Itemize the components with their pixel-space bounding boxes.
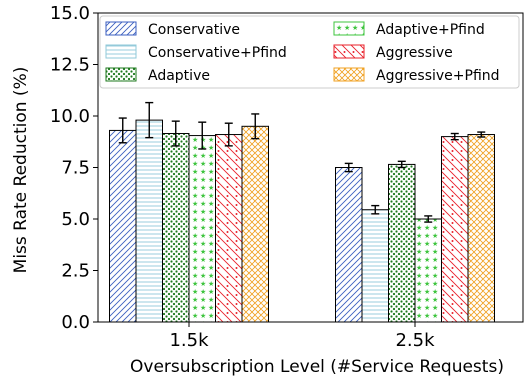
bar xyxy=(189,135,216,322)
legend-label: Aggressive xyxy=(376,45,453,61)
legend-box xyxy=(99,15,520,89)
bar xyxy=(362,209,389,322)
bar xyxy=(162,133,189,322)
legend-swatch xyxy=(333,44,365,59)
legend-label: Adaptive xyxy=(148,68,210,84)
legend-swatch xyxy=(105,44,137,59)
x-tick-label: 2.5k xyxy=(395,330,435,351)
legend: Conservative Conservative+Pfind Adaptive Ad… xyxy=(99,15,520,89)
y-tick-label: 0.0 xyxy=(61,312,90,333)
legend-swatch xyxy=(105,67,137,82)
y-tick-label: 12.5 xyxy=(50,55,90,76)
legend-label: Conservative+Pfind xyxy=(148,45,287,61)
legend-label: Conservative xyxy=(148,22,240,38)
bar xyxy=(242,126,269,322)
y-axis-label: Miss Rate Reduction (%) xyxy=(11,67,31,274)
legend-swatch xyxy=(105,21,137,36)
y-tick-label: 7.5 xyxy=(61,158,90,179)
bar xyxy=(335,167,362,322)
legend-label: Aggressive+Pfind xyxy=(376,68,500,84)
x-tick-label: 1.5k xyxy=(169,330,209,351)
bar xyxy=(136,120,163,323)
plot-frame xyxy=(97,12,524,323)
bar xyxy=(415,219,442,322)
bar xyxy=(215,134,242,322)
legend-label: Adaptive+Pfind xyxy=(376,22,485,38)
y-tick-label: 10.0 xyxy=(50,106,90,127)
y-tick-label: 5.0 xyxy=(61,209,90,230)
bar xyxy=(468,134,495,322)
bar xyxy=(109,130,136,322)
x-axis-label: Oversubscription Level (#Service Request… xyxy=(130,357,504,377)
bar xyxy=(441,136,468,322)
bar xyxy=(388,164,415,322)
y-tick-label: 15.0 xyxy=(50,3,90,24)
legend-swatch xyxy=(333,67,365,82)
legend-swatch xyxy=(333,21,365,36)
y-tick-label: 2.5 xyxy=(61,261,90,282)
